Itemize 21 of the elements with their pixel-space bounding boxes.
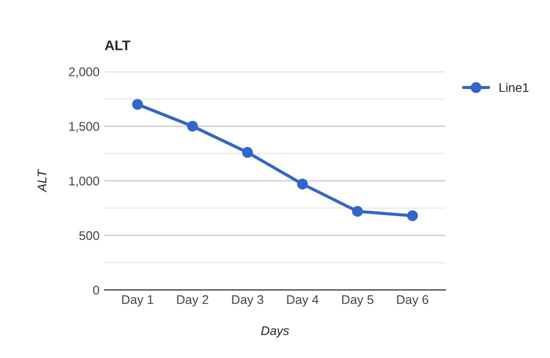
y-tick-label: 1,500 [69, 122, 100, 132]
y-tick-label: 1,000 [69, 176, 100, 187]
x-tick-label: Day 4 [287, 295, 318, 306]
x-axis-title: Days [261, 326, 289, 338]
chart-title: ALT [104, 40, 130, 50]
point [242, 147, 253, 158]
point [297, 178, 308, 190]
point [132, 98, 143, 110]
y-tick-label: 500 [79, 231, 100, 240]
x-tick-label: Day 5 [342, 295, 374, 306]
point [407, 210, 418, 222]
x-tick-label: Day 3 [232, 295, 264, 306]
y-tick-label: 2,000 [68, 67, 100, 78]
point [352, 206, 363, 217]
legend-label: Line1 [500, 82, 529, 92]
x-tick-label: Day 2 [177, 295, 208, 306]
y-axis-title: ALT [38, 169, 46, 192]
y-tick-label: 0 [93, 286, 100, 295]
x-tick-label: Day 6 [397, 295, 428, 306]
x-tick-label: Day 1 [122, 295, 154, 306]
point [187, 120, 198, 132]
